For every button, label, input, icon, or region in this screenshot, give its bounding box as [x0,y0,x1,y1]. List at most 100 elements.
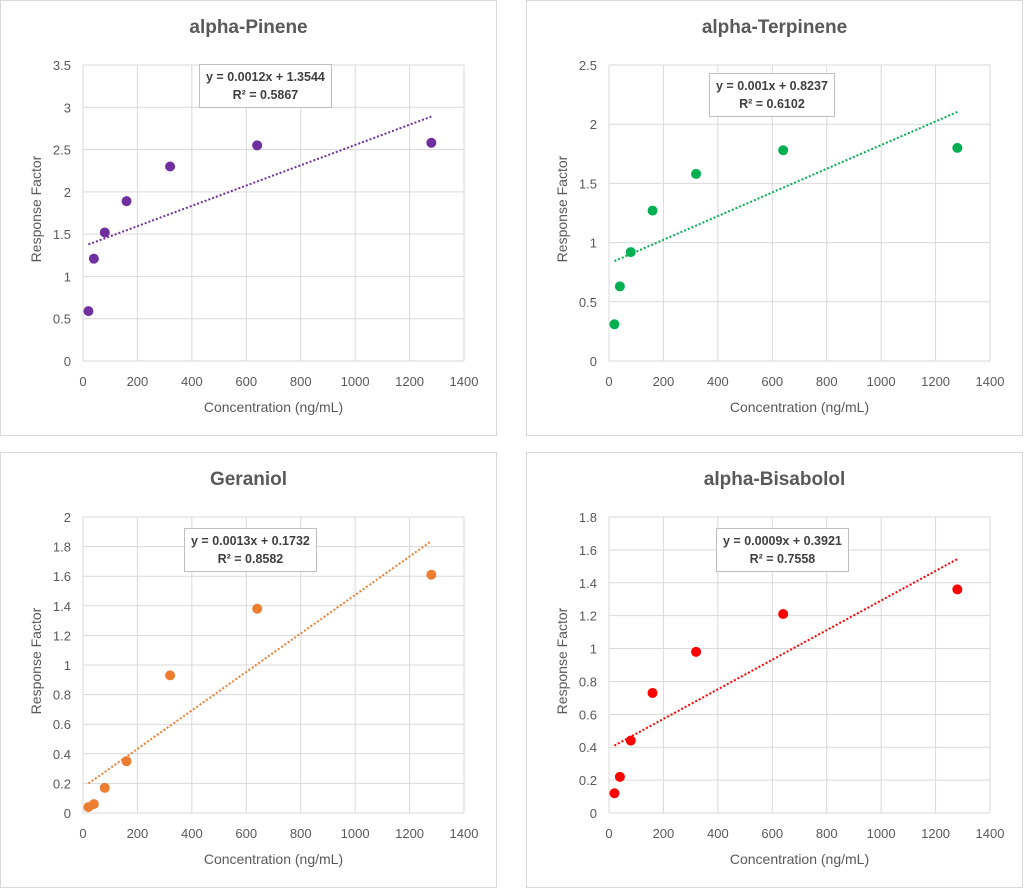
y-tick-label: 0.5 [53,312,71,327]
chart-alpha-pinene: 0 0.5 1 1.5 2 2.5 3 3.5 0 200 400 600 800 1000 1200 140… [0,0,497,436]
data-point [83,306,94,317]
trendline-equation-box: y = 0.0012x + 1.3544 R² = 0.5867 [199,64,332,108]
y-tick-label: 3.5 [53,58,71,73]
y-tick-label: 1 [590,236,597,251]
x-tick-label: 200 [127,826,149,841]
chart-title: alpha-Bisabolol [703,469,846,490]
trendline-equation: y = 0.0009x + 0.3921 [723,534,842,548]
x-tick-label: 0 [79,374,86,389]
data-point [625,247,636,258]
y-tick-label: 0.4 [579,740,597,755]
x-axis-label: Concentration (ng/mL) [203,399,344,415]
y-tick-label: 0.4 [53,747,71,762]
trendline [614,111,958,263]
data-point [121,756,132,767]
trendline [88,115,432,246]
y-tick-label: 0 [64,354,71,369]
x-tick-label: 1200 [395,826,424,841]
y-axis-label: Response Factor [554,155,570,263]
data-point [165,670,176,681]
trendline-equation-box: y = 0.0013x + 0.1732 R² = 0.8582 [184,528,317,572]
x-tick-label: 1400 [450,826,479,841]
x-tick-label: 200 [653,826,675,841]
y-axis-label: Response Factor [554,607,570,715]
trendline [613,558,958,747]
y-tick-label: 2 [590,117,597,132]
trendline-equation: y = 0.0013x + 0.1732 [191,534,310,548]
data-point [614,771,625,782]
data-point [691,168,702,179]
data-point [614,281,625,292]
chart-title: alpha-Terpinene [701,17,848,38]
trendline-equation: y = 0.001x + 0.8237 [716,79,828,93]
y-tick-label: 1.5 [53,227,71,242]
y-tick-label: 1 [64,658,71,673]
y-tick-label: 1.6 [53,569,71,584]
plot-area: 0 0.2 0.4 0.6 0.8 1 1.2 1.4 1.6 1.8 2 0 200 400 600 800… [53,510,479,841]
x-axis-label: Concentration (ng/mL) [729,851,870,867]
y-tick-label: 0 [590,806,597,821]
y-tick-label: 1 [590,642,597,657]
data-point [426,137,437,148]
x-tick-label: 200 [127,374,149,389]
plot-area: 0 0.2 0.4 0.6 0.8 1 1.2 1.4 1.6 1.8 0 200 400 600 800 1… [579,510,1005,841]
data-point [252,603,263,614]
data-point [625,735,636,746]
chart-alpha-bisabolol: 0 0.2 0.4 0.6 0.8 1 1.2 1.4 1.6 1.8 0 200 400 600 800 1… [526,452,1023,888]
data-point [609,319,620,330]
trendline-r2: R² = 0.7558 [749,552,816,566]
x-tick-label: 800 [816,374,838,389]
data-point [88,253,99,264]
x-tick-label: 1000 [867,826,896,841]
x-tick-label: 0 [79,826,86,841]
x-tick-label: 600 [761,826,783,841]
x-tick-label: 1400 [450,374,479,389]
data-point [99,782,110,793]
data-point [609,788,620,799]
trendline-equation-box: y = 0.001x + 0.8237 R² = 0.6102 [709,73,835,117]
y-tick-label: 0.2 [579,773,597,788]
x-tick-label: 800 [290,374,312,389]
x-tick-label: 600 [235,826,257,841]
y-tick-label: 1.8 [53,540,71,555]
y-tick-label: 0.6 [53,717,71,732]
x-axis-label: Concentration (ng/mL) [203,851,344,867]
y-tick-label: 0.8 [53,688,71,703]
y-tick-label: 2 [64,510,71,525]
y-tick-label: 0 [590,354,597,369]
x-tick-label: 1000 [341,826,370,841]
data-point [647,205,658,216]
x-tick-label: 600 [235,374,257,389]
x-tick-label: 1200 [921,374,950,389]
data-point [952,584,963,595]
trendline [87,540,432,785]
y-tick-label: 0.6 [579,707,597,722]
data-point [952,142,963,153]
y-tick-label: 1.4 [53,599,71,614]
trendline-equation-box: y = 0.0009x + 0.3921 R² = 0.7558 [716,528,849,572]
y-tick-label: 3 [64,100,71,115]
chart-geraniol: 0 0.2 0.4 0.6 0.8 1 1.2 1.4 1.6 1.8 2 0 200 400 600 800… [0,452,497,888]
data-point [88,799,99,810]
y-tick-label: 2 [64,185,71,200]
x-tick-label: 1200 [395,374,424,389]
x-tick-label: 1400 [976,826,1005,841]
x-tick-label: 600 [761,374,783,389]
x-tick-label: 400 [707,374,729,389]
chart-title: Geraniol [209,469,288,490]
trendline-r2: R² = 0.8582 [217,552,284,566]
x-tick-label: 200 [653,374,675,389]
data-point [778,145,789,156]
y-tick-label: 0.8 [579,674,597,689]
data-point [121,196,132,207]
chart-title: alpha-Pinene [189,17,308,38]
data-point [647,687,658,698]
y-tick-label: 0.2 [53,776,71,791]
x-tick-label: 0 [605,374,612,389]
y-tick-label: 1.4 [579,576,597,591]
y-tick-label: 0.5 [579,295,597,310]
x-tick-label: 1000 [341,374,370,389]
y-tick-label: 1.2 [53,628,71,643]
y-tick-label: 1 [64,269,71,284]
y-tick-label: 1.8 [579,510,597,525]
